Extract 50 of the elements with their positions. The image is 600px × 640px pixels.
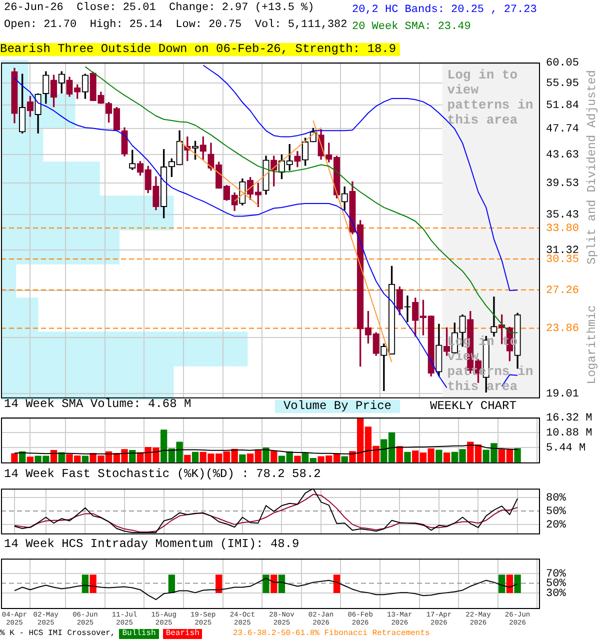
bar — [26, 456, 34, 462]
ref-line-label: 27.26 — [546, 284, 580, 297]
legend-title: % K - HCS IMI Crossover, — [0, 629, 116, 639]
y-tick-label: 10.88 M — [546, 427, 592, 440]
y-tick-label: 47.74 — [546, 124, 580, 136]
chart-title: 26-Jun-26 Close: 25.01 Change: 2.97 (+13.5 %) — [4, 2, 314, 15]
bar — [262, 448, 270, 462]
chart-title: 14 Week Fast Stochastic (%K)(%D) : 78.2 58.2 — [4, 467, 321, 481]
bar — [436, 450, 442, 462]
text: Volume By Price — [275, 399, 400, 413]
chart-title: 14 Week HCS Intraday Momentum (IMI): 48.9 — [4, 537, 300, 551]
text: Bearish Three Outside Down on 06-Feb-26, Strength: 18.9 — [0, 42, 400, 56]
text: Bearish — [162, 629, 202, 639]
text: Logarithmic — [585, 305, 599, 384]
text: 23.6-38.2-50-61.8% Fibonacci Retracements — [233, 629, 430, 639]
candlestick — [490, 296, 498, 337]
y-tick-label: 16.32 M — [546, 412, 592, 425]
y-tick-label: 5.44 M — [546, 442, 586, 454]
chart-title: 14 Week SMA Volume: 4.68 M — [4, 397, 192, 411]
text: WEEKLY CHART — [430, 399, 516, 413]
bar — [11, 453, 18, 462]
bar — [270, 450, 278, 462]
ref-line-label: 33.80 — [546, 222, 580, 235]
y-tick-label: 43.63 — [546, 149, 580, 162]
y-tick-label: 55.95 — [546, 78, 580, 90]
y-tick-label: 80% — [546, 492, 566, 504]
y-tick-label: 39.53 — [546, 178, 580, 190]
ref-line-label: 23.86 — [546, 323, 580, 336]
text: 20,2 HC Bands: 20.25 , 27.23 — [352, 3, 537, 18]
y-tick-label: 19.01 — [546, 388, 580, 400]
text: Split and Dividend Adjusted — [585, 70, 599, 264]
bar — [239, 454, 246, 462]
y-tick-label: 35.43 — [546, 209, 580, 222]
bar — [192, 452, 199, 462]
bar — [294, 456, 301, 462]
ref-line-label: 30.35 — [546, 254, 580, 266]
y-tick-label: 50% — [546, 506, 566, 518]
bar — [184, 454, 191, 462]
y-tick-label: 60.05 — [546, 58, 580, 70]
bar — [404, 452, 411, 462]
text: Log in to view patterns in this area — [447, 67, 534, 128]
bar — [514, 448, 521, 462]
chart-subtitle: Open: 21.70 High: 25.14 Low: 20.75 Vol: 5,111,382 — [4, 19, 348, 32]
bar — [396, 446, 403, 462]
y-tick-label: 30% — [546, 588, 566, 600]
bar — [443, 452, 450, 462]
text: Bullish — [119, 629, 159, 639]
text: 20 Week SMA: 23.49 — [352, 20, 472, 35]
y-tick-label: 20% — [546, 519, 566, 532]
y-tick-label: 51.84 — [546, 100, 580, 112]
